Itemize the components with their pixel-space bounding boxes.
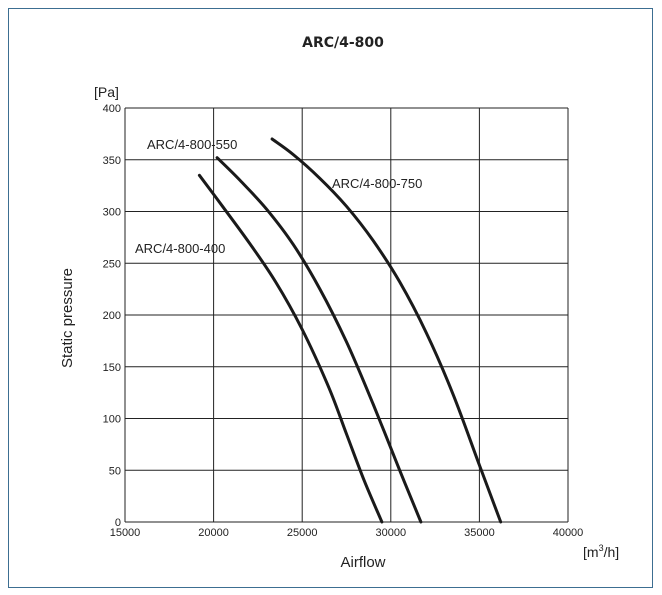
y-tick-label: 50 bbox=[109, 465, 121, 477]
series-lines bbox=[197, 137, 503, 524]
x-unit-close: /h] bbox=[604, 544, 620, 560]
y-tick-label: 300 bbox=[103, 207, 121, 219]
y-tick-label: 200 bbox=[103, 310, 121, 322]
y-tick-label: 400 bbox=[103, 103, 121, 115]
y-unit: [Pa] bbox=[94, 84, 119, 100]
y-tick-label: 150 bbox=[103, 362, 121, 374]
x-tick-label: 15000 bbox=[110, 527, 141, 539]
y-tick-label: 100 bbox=[103, 414, 121, 426]
y-tick-label: 250 bbox=[103, 258, 121, 270]
chart-frame bbox=[8, 8, 653, 588]
series-line-1 bbox=[197, 173, 384, 524]
y-tick-label: 350 bbox=[103, 155, 121, 167]
chart-title: ARC/4-800 bbox=[302, 35, 384, 51]
series-label-3: ARC/4-800-750 bbox=[332, 176, 422, 191]
x-tick-label: 20000 bbox=[198, 527, 229, 539]
tick-labels: 15000 20000 25000 30000 35000 40000 0 50 100 150 2… bbox=[103, 103, 584, 539]
x-unit: [m3/h] bbox=[583, 543, 619, 560]
y-axis-label: Static pressure bbox=[59, 268, 76, 368]
y-tick-label: 0 bbox=[115, 517, 121, 529]
x-unit-open: [m bbox=[583, 544, 599, 560]
x-tick-label: 25000 bbox=[287, 527, 318, 539]
x-unit-sup: 3 bbox=[599, 543, 604, 553]
x-tick-label: 35000 bbox=[464, 527, 495, 539]
x-tick-label: 40000 bbox=[553, 527, 584, 539]
series-line-2 bbox=[215, 156, 423, 524]
x-tick-label: 30000 bbox=[376, 527, 407, 539]
grid bbox=[124, 107, 569, 523]
series-label-2: ARC/4-800-550 bbox=[147, 137, 237, 152]
series-line-3 bbox=[270, 137, 503, 524]
series-label-1: ARC/4-800-400 bbox=[135, 241, 225, 256]
x-axis-label: Airflow bbox=[340, 554, 385, 571]
series-labels: ARC/4-800-400 ARC/4-800-550 ARC/4-800-750 bbox=[135, 137, 422, 256]
